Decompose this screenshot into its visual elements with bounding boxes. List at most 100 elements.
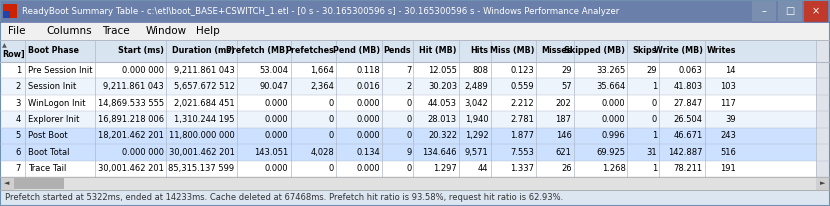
Text: ▲: ▲ (2, 43, 7, 48)
Text: WinLogon Init: WinLogon Init (28, 99, 85, 108)
Text: 1: 1 (652, 82, 657, 91)
Text: ReadyBoot Summary Table - c:\etl\boot_BASE+CSWITCH_1.etl - [0 s - 30.165300596 s: ReadyBoot Summary Table - c:\etl\boot_BA… (22, 7, 619, 15)
Text: Trace: Trace (102, 26, 129, 36)
Text: 0.559: 0.559 (510, 82, 535, 91)
Text: Row]: Row] (2, 50, 25, 59)
Text: 0.134: 0.134 (356, 148, 380, 157)
Text: Hits: Hits (471, 47, 489, 55)
Text: 117: 117 (720, 99, 736, 108)
Text: 2,021.684 451: 2,021.684 451 (174, 99, 235, 108)
Bar (816, 40, 830, 177)
Bar (0, 22, 830, 40)
Text: 9,211.861 043: 9,211.861 043 (103, 82, 164, 91)
Text: 28.013: 28.013 (428, 115, 457, 124)
Bar (3, 11, 10, 18)
Text: 1.877: 1.877 (510, 131, 535, 140)
Text: 16,891.218 006: 16,891.218 006 (98, 115, 164, 124)
Text: Duration (ms): Duration (ms) (172, 47, 235, 55)
Text: 134.646: 134.646 (422, 148, 457, 157)
Text: 0: 0 (406, 131, 412, 140)
Text: 2.212: 2.212 (510, 99, 535, 108)
Text: 41.803: 41.803 (674, 82, 703, 91)
Text: Miss (MB): Miss (MB) (490, 47, 535, 55)
Text: 0: 0 (406, 99, 412, 108)
Text: 85,315.137 599: 85,315.137 599 (168, 164, 235, 173)
Text: 9,571: 9,571 (465, 148, 489, 157)
Text: 44.053: 44.053 (428, 99, 457, 108)
Bar (752, 0, 776, 22)
Bar (0, 40, 830, 62)
Text: Hit (MB): Hit (MB) (419, 47, 457, 55)
Text: 30,001.462 201: 30,001.462 201 (168, 148, 235, 157)
Bar (0, 111, 830, 128)
Text: 1: 1 (652, 164, 657, 173)
Text: 516: 516 (720, 148, 736, 157)
Text: 103: 103 (720, 82, 736, 91)
Text: 5,657.672 512: 5,657.672 512 (173, 82, 235, 91)
Text: 69.925: 69.925 (597, 148, 626, 157)
Text: 0.000: 0.000 (602, 115, 626, 124)
Text: 30.203: 30.203 (428, 82, 457, 91)
Text: 78.211: 78.211 (674, 164, 703, 173)
Text: 0.118: 0.118 (356, 66, 380, 75)
Text: File: File (8, 26, 26, 36)
Text: 621: 621 (555, 148, 572, 157)
Text: □: □ (785, 6, 794, 16)
Text: 18,201.462 201: 18,201.462 201 (98, 131, 164, 140)
Text: 0: 0 (406, 164, 412, 173)
Text: 7.553: 7.553 (510, 148, 535, 157)
Text: 0: 0 (406, 115, 412, 124)
Text: 29: 29 (647, 66, 657, 75)
Text: Boot Total: Boot Total (28, 148, 70, 157)
Text: Misses: Misses (541, 47, 572, 55)
Text: Pre Session Init: Pre Session Init (28, 66, 92, 75)
Text: 0.000 000: 0.000 000 (122, 148, 164, 157)
Text: ×: × (812, 6, 820, 16)
Text: 0.996: 0.996 (602, 131, 626, 140)
Text: 2: 2 (406, 82, 412, 91)
Text: 1.297: 1.297 (433, 164, 457, 173)
Text: 1,940: 1,940 (465, 115, 489, 124)
Text: 0.123: 0.123 (510, 66, 535, 75)
Text: 0.000: 0.000 (602, 99, 626, 108)
Text: 11,800.000 000: 11,800.000 000 (168, 131, 235, 140)
Text: 20.322: 20.322 (428, 131, 457, 140)
Bar (816, 177, 830, 190)
Text: 14: 14 (725, 66, 736, 75)
Text: 0.000: 0.000 (265, 131, 289, 140)
Text: 9: 9 (406, 148, 412, 157)
Bar (0, 144, 830, 160)
Text: 3: 3 (16, 99, 21, 108)
Bar (778, 0, 802, 22)
Text: Session Init: Session Init (28, 82, 76, 91)
Text: Writes: Writes (706, 47, 736, 55)
Bar (0, 128, 830, 144)
Text: Prefetches: Prefetches (286, 47, 334, 55)
Text: 2.781: 2.781 (510, 115, 535, 124)
Text: 0.000: 0.000 (265, 115, 289, 124)
Text: 7: 7 (16, 164, 21, 173)
Bar (14, 178, 64, 189)
Text: 57: 57 (561, 82, 572, 91)
Text: 0.000: 0.000 (265, 164, 289, 173)
Text: Write (MB): Write (MB) (654, 47, 703, 55)
Text: Post Boot: Post Boot (28, 131, 67, 140)
Text: Pend (MB): Pend (MB) (333, 47, 380, 55)
Text: Columns: Columns (46, 26, 91, 36)
Text: 0.000 000: 0.000 000 (122, 66, 164, 75)
Text: 0.063: 0.063 (679, 66, 703, 75)
Text: 1.268: 1.268 (602, 164, 626, 173)
Text: 2,489: 2,489 (465, 82, 489, 91)
Bar (0, 62, 830, 78)
Text: 0.000: 0.000 (356, 131, 380, 140)
Text: 143.051: 143.051 (254, 148, 289, 157)
Text: 29: 29 (561, 66, 572, 75)
Text: 1,310.244 195: 1,310.244 195 (174, 115, 235, 124)
Text: 7: 7 (406, 66, 412, 75)
Text: 6: 6 (16, 148, 21, 157)
Text: Prefetch (MB): Prefetch (MB) (226, 47, 289, 55)
Text: 187: 187 (555, 115, 572, 124)
Text: 0: 0 (329, 164, 334, 173)
Text: 31: 31 (647, 148, 657, 157)
Text: 0: 0 (652, 115, 657, 124)
